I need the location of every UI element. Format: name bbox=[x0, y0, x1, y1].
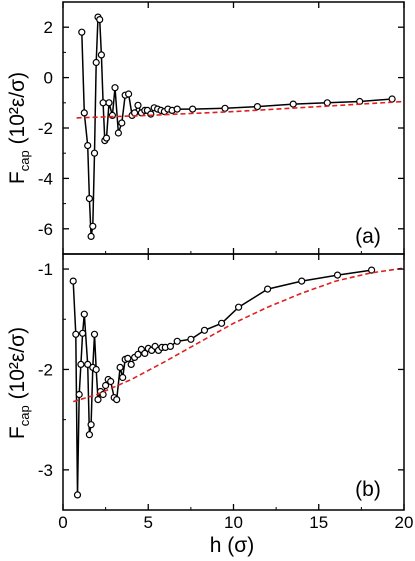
data-point-b bbox=[200, 326, 209, 334]
data-point-a bbox=[92, 58, 100, 67]
data-point-b bbox=[94, 396, 102, 404]
data-point-a bbox=[105, 99, 113, 107]
data-point-b bbox=[134, 350, 142, 358]
data-point-b bbox=[85, 431, 94, 439]
data-point-b bbox=[75, 390, 83, 399]
data-point-b bbox=[113, 396, 121, 404]
data-point-a bbox=[114, 129, 123, 137]
data-point-b bbox=[119, 373, 127, 382]
data-point-a bbox=[131, 109, 139, 117]
data-point-a bbox=[221, 104, 229, 112]
y-tick-label-a: 0 bbox=[44, 69, 53, 88]
data-point-b bbox=[116, 363, 124, 371]
x-tick-label: 0 bbox=[58, 513, 67, 532]
y-tick-label-b: -1 bbox=[38, 260, 53, 279]
ylabel-a-main: F bbox=[6, 171, 29, 184]
data-point-a bbox=[87, 232, 95, 240]
ylabel-b-units: (10²ε/σ) bbox=[6, 327, 29, 405]
y-tick-label-a: -6 bbox=[38, 220, 53, 239]
ylabel-a-sub: cap bbox=[17, 150, 32, 171]
x-axis-label: h (σ) bbox=[210, 534, 254, 557]
data-point-b bbox=[187, 335, 195, 343]
data-line-a bbox=[81, 14, 393, 237]
data-point-b bbox=[101, 381, 110, 390]
data-point-b bbox=[141, 349, 149, 357]
x-tick-label: 5 bbox=[144, 513, 153, 532]
data-point-b bbox=[72, 330, 80, 338]
data-point-a bbox=[125, 90, 133, 98]
x-tick-label: 20 bbox=[395, 513, 414, 532]
data-point-a bbox=[111, 84, 119, 92]
fit-dashed-line-b bbox=[72, 267, 405, 403]
ylabel-b-sub: cap bbox=[17, 405, 32, 426]
plot-frame-a bbox=[62, 1, 405, 255]
data-line-b bbox=[72, 269, 372, 495]
data-point-b bbox=[90, 330, 99, 338]
data-point-a bbox=[253, 102, 261, 111]
data-point-b bbox=[87, 421, 95, 429]
data-point-a bbox=[90, 149, 99, 157]
data-point-a bbox=[189, 105, 197, 113]
data-point-a bbox=[173, 105, 181, 113]
data-point-a bbox=[97, 51, 106, 59]
panel-a: (a) Fcap (10²ε/σ) -6 -4 -2 0 2 bbox=[6, 1, 405, 255]
ylabel-b-main: F bbox=[6, 426, 29, 439]
data-point-a bbox=[96, 16, 104, 24]
panel-label-b: (b) bbox=[355, 478, 381, 501]
ylabel-a-units: (10²ε/σ) bbox=[6, 72, 29, 150]
y-tick-label-b: -3 bbox=[38, 461, 53, 480]
y-tick-label-a: -2 bbox=[38, 119, 53, 138]
data-point-a bbox=[84, 142, 92, 150]
fit-dashed-line-a bbox=[76, 100, 405, 119]
data-point-a bbox=[89, 222, 97, 230]
ylabel-b: Fcap (10²ε/σ) bbox=[6, 327, 32, 439]
data-point-b bbox=[69, 277, 77, 285]
data-point-a bbox=[134, 101, 142, 109]
data-point-b bbox=[84, 360, 92, 368]
data-point-a bbox=[147, 110, 155, 118]
y-tick-label-b: -2 bbox=[38, 360, 53, 379]
data-point-a bbox=[78, 28, 86, 36]
panel-label-a: (a) bbox=[355, 225, 381, 248]
data-point-b bbox=[78, 329, 87, 337]
data-point-b bbox=[73, 491, 82, 499]
data-point-b bbox=[107, 377, 115, 386]
data-point-a bbox=[102, 134, 111, 142]
data-point-b bbox=[368, 266, 376, 274]
data-point-b bbox=[218, 319, 226, 327]
panel-b: (b) Fcap (10²ε/σ) 0 5 10 15 20 -3 -2 -1 bbox=[6, 253, 414, 532]
data-point-b bbox=[80, 310, 88, 318]
data-point-b bbox=[166, 342, 174, 350]
data-point-a bbox=[388, 95, 396, 103]
data-point-b bbox=[77, 360, 85, 368]
data-point-a bbox=[80, 109, 88, 117]
data-point-b bbox=[173, 337, 181, 345]
y-tick-label-a: 2 bbox=[44, 18, 53, 37]
data-point-a bbox=[323, 99, 331, 107]
data-point-a bbox=[85, 195, 94, 203]
data-point-b bbox=[124, 354, 132, 362]
data-point-a bbox=[289, 100, 297, 108]
y-tick-label-a: -4 bbox=[38, 169, 53, 188]
data-point-a bbox=[118, 119, 126, 127]
data-point-a bbox=[99, 99, 107, 107]
data-point-b bbox=[127, 360, 135, 368]
x-tick-label: 10 bbox=[224, 513, 243, 532]
data-point-b bbox=[333, 271, 342, 279]
data-point-b bbox=[92, 365, 100, 374]
data-point-b bbox=[298, 277, 306, 285]
x-tick-label: 15 bbox=[309, 513, 328, 532]
data-point-b bbox=[235, 303, 243, 311]
data-point-b bbox=[264, 285, 272, 293]
ylabel-a: Fcap (10²ε/σ) bbox=[6, 72, 32, 184]
data-point-b bbox=[99, 390, 107, 399]
